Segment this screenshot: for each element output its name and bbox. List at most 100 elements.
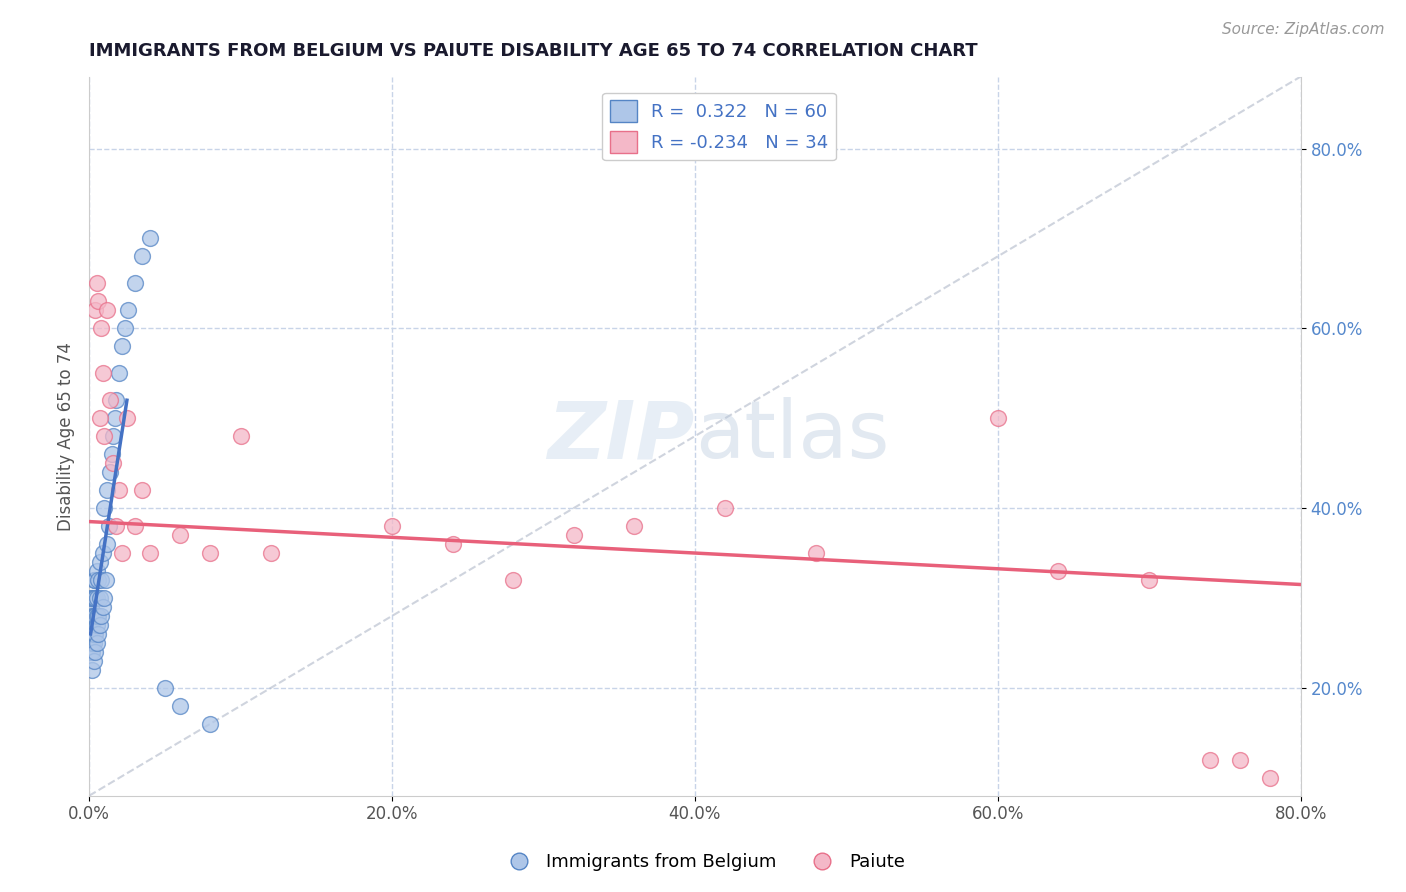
Point — [987, 411, 1010, 425]
Point — [79, 609, 101, 624]
Point — [117, 303, 139, 318]
Point — [82, 609, 104, 624]
Point — [84, 645, 107, 659]
Point — [82, 645, 104, 659]
Point — [87, 294, 110, 309]
Point — [714, 501, 737, 516]
Point — [1260, 771, 1282, 785]
Point — [103, 429, 125, 443]
Point — [131, 249, 153, 263]
Point — [87, 627, 110, 641]
Point — [79, 591, 101, 605]
Text: atlas: atlas — [695, 397, 889, 475]
Y-axis label: Disability Age 65 to 74: Disability Age 65 to 74 — [58, 342, 75, 531]
Point — [93, 429, 115, 443]
Point — [96, 537, 118, 551]
Point — [111, 339, 134, 353]
Point — [108, 366, 131, 380]
Point — [502, 573, 524, 587]
Point — [1229, 753, 1251, 767]
Point — [79, 645, 101, 659]
Point — [115, 411, 138, 425]
Point — [84, 591, 107, 605]
Point — [84, 303, 107, 318]
Point — [82, 591, 104, 605]
Point — [86, 277, 108, 291]
Point — [124, 519, 146, 533]
Point — [108, 483, 131, 497]
Point — [87, 573, 110, 587]
Point — [86, 591, 108, 605]
Point — [153, 681, 176, 695]
Point — [200, 546, 222, 560]
Point — [86, 636, 108, 650]
Point — [82, 636, 104, 650]
Legend: Immigrants from Belgium, Paiute: Immigrants from Belgium, Paiute — [494, 847, 912, 879]
Point — [86, 609, 108, 624]
Point — [93, 591, 115, 605]
Point — [96, 483, 118, 497]
Point — [91, 599, 114, 614]
Point — [93, 501, 115, 516]
Point — [79, 627, 101, 641]
Point — [103, 456, 125, 470]
Legend: R =  0.322   N = 60, R = -0.234   N = 34: R = 0.322 N = 60, R = -0.234 N = 34 — [603, 93, 835, 161]
Point — [98, 465, 121, 479]
Point — [83, 573, 105, 587]
Point — [90, 573, 112, 587]
Point — [101, 447, 124, 461]
Point — [381, 519, 404, 533]
Point — [84, 609, 107, 624]
Point — [169, 698, 191, 713]
Point — [105, 519, 128, 533]
Point — [441, 537, 464, 551]
Point — [83, 591, 105, 605]
Point — [111, 546, 134, 560]
Text: ZIP: ZIP — [547, 397, 695, 475]
Point — [104, 411, 127, 425]
Point — [623, 519, 645, 533]
Point — [79, 599, 101, 614]
Point — [91, 366, 114, 380]
Point — [114, 321, 136, 335]
Point — [98, 393, 121, 408]
Point — [105, 393, 128, 408]
Text: Source: ZipAtlas.com: Source: ZipAtlas.com — [1222, 22, 1385, 37]
Point — [138, 546, 160, 560]
Point — [90, 321, 112, 335]
Point — [96, 303, 118, 318]
Point — [97, 519, 120, 533]
Point — [1198, 753, 1220, 767]
Point — [84, 573, 107, 587]
Point — [82, 627, 104, 641]
Point — [562, 528, 585, 542]
Point — [83, 609, 105, 624]
Point — [169, 528, 191, 542]
Point — [91, 546, 114, 560]
Point — [1047, 564, 1070, 578]
Point — [1137, 573, 1160, 587]
Point — [82, 618, 104, 632]
Point — [804, 546, 827, 560]
Point — [90, 609, 112, 624]
Point — [131, 483, 153, 497]
Point — [84, 627, 107, 641]
Point — [83, 636, 105, 650]
Point — [89, 618, 111, 632]
Point — [83, 627, 105, 641]
Point — [87, 609, 110, 624]
Point — [89, 591, 111, 605]
Point — [200, 716, 222, 731]
Text: IMMIGRANTS FROM BELGIUM VS PAIUTE DISABILITY AGE 65 TO 74 CORRELATION CHART: IMMIGRANTS FROM BELGIUM VS PAIUTE DISABI… — [89, 42, 977, 60]
Point — [138, 231, 160, 245]
Point — [229, 429, 252, 443]
Point — [79, 618, 101, 632]
Point — [82, 663, 104, 677]
Point — [89, 411, 111, 425]
Point — [260, 546, 283, 560]
Point — [86, 564, 108, 578]
Point — [94, 573, 117, 587]
Point — [124, 277, 146, 291]
Point — [86, 618, 108, 632]
Point — [83, 654, 105, 668]
